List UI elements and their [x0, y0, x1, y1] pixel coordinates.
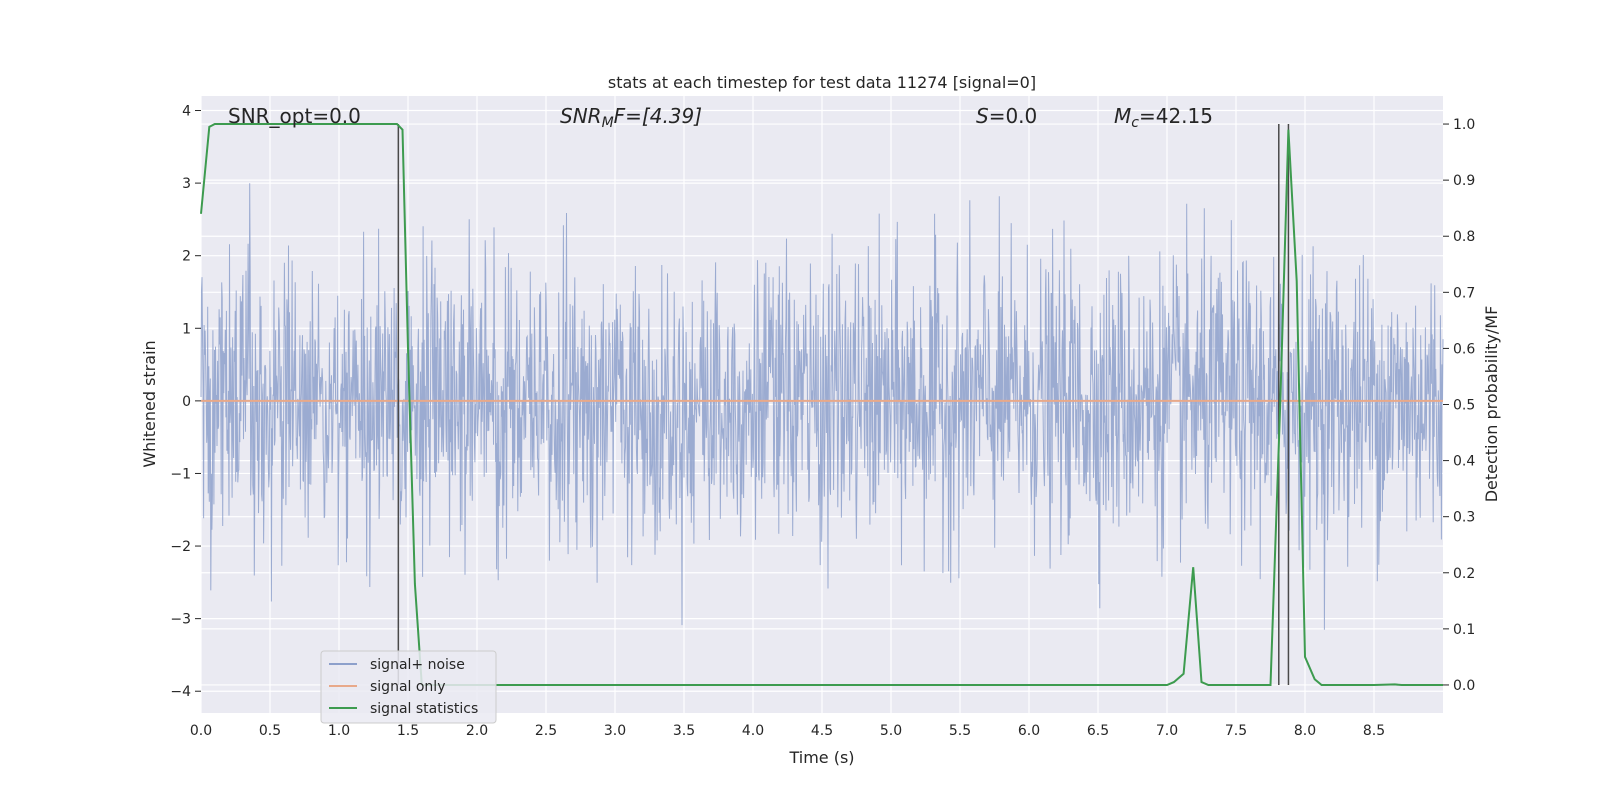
x-tick-label: 4.0	[742, 723, 764, 739]
y-tick-label-right: 0.6	[1453, 341, 1475, 357]
x-tick-label: 1.0	[328, 723, 350, 739]
y-tick-label-left: −3	[170, 612, 191, 628]
x-tick-label: 3.5	[673, 723, 695, 739]
x-tick-label: 4.5	[811, 723, 833, 739]
mc-symbol: M	[1114, 104, 1131, 128]
chart-title: stats at each timestep for test data 112…	[608, 73, 1036, 92]
s-symbol: S	[976, 104, 989, 128]
x-tick-label: 2.5	[535, 723, 557, 739]
y-tick-label-left: 3	[182, 176, 191, 192]
annotation-snr-mf: SNRMF=[4.39]	[560, 104, 702, 131]
x-axis-label: Time (s)	[788, 748, 854, 767]
x-tick-label: 0.5	[259, 723, 281, 739]
annotation-snr-opt: SNR_opt=0.0	[228, 104, 361, 128]
y-tick-label-left: 4	[182, 104, 191, 120]
y-tick-label-right: 0.8	[1453, 229, 1475, 245]
snr-mf-symbol: SNR	[560, 104, 602, 128]
x-tick-label: 0.0	[190, 723, 212, 739]
y-tick-label-right: 0.7	[1453, 285, 1475, 301]
x-tick-label: 6.5	[1087, 723, 1109, 739]
y-tick-label-right: 0.2	[1453, 566, 1475, 582]
y-tick-label-right: 0.4	[1453, 454, 1475, 470]
legend-label-signal-statistics: signal statistics	[370, 701, 478, 717]
x-tick-label: 3.0	[604, 723, 626, 739]
x-tick-label: 6.0	[1018, 723, 1040, 739]
y-tick-label-left: −1	[170, 466, 191, 482]
annotation-s: S=0.0	[976, 104, 1037, 128]
y-tick-label-right: 0.1	[1453, 622, 1475, 638]
y-tick-label-right: 0.3	[1453, 510, 1475, 526]
y-tick-label-right: 0.5	[1453, 398, 1475, 414]
y-tick-label-right: 0.9	[1453, 173, 1475, 189]
y-axis-label-left: Whitened strain	[140, 340, 159, 467]
y-axis-label-right: Detection probability/MF	[1482, 306, 1501, 503]
x-tick-label: 5.5	[949, 723, 971, 739]
legend-label-signal-only: signal only	[370, 679, 445, 695]
legend: signal+ noise signal only signal statist…	[320, 650, 497, 724]
x-tick-label: 7.0	[1156, 723, 1178, 739]
x-tick-label: 2.0	[466, 723, 488, 739]
x-tick-label: 5.0	[880, 723, 902, 739]
series-signal-statistics	[200, 123, 1443, 686]
mc-value: =42.15	[1139, 104, 1213, 128]
legend-label-signal-noise: signal+ noise	[370, 657, 465, 673]
x-tick-label: 1.5	[397, 723, 419, 739]
y-tick-label-left: 2	[182, 249, 191, 265]
x-tick-label: 8.0	[1294, 723, 1316, 739]
y-tick-label-right: 1.0	[1453, 117, 1475, 133]
annotation-mc: Mc=42.15	[1114, 104, 1213, 131]
s-value: =0.0	[989, 104, 1038, 128]
y-tick-label-left: 1	[182, 321, 191, 337]
legend-box	[320, 650, 497, 724]
snr-mf-value: F=[4.39]	[614, 104, 702, 128]
y-tick-label-left: −4	[170, 684, 191, 700]
snr-mf-subscript: M	[602, 115, 614, 131]
y-tick-label-left: −2	[170, 539, 191, 555]
x-tick-label: 8.5	[1363, 723, 1385, 739]
y-tick-label-left: 0	[182, 394, 191, 410]
mc-subscript: c	[1131, 115, 1139, 131]
y-tick-label-right: 0.0	[1453, 678, 1475, 694]
x-tick-label: 7.5	[1225, 723, 1247, 739]
